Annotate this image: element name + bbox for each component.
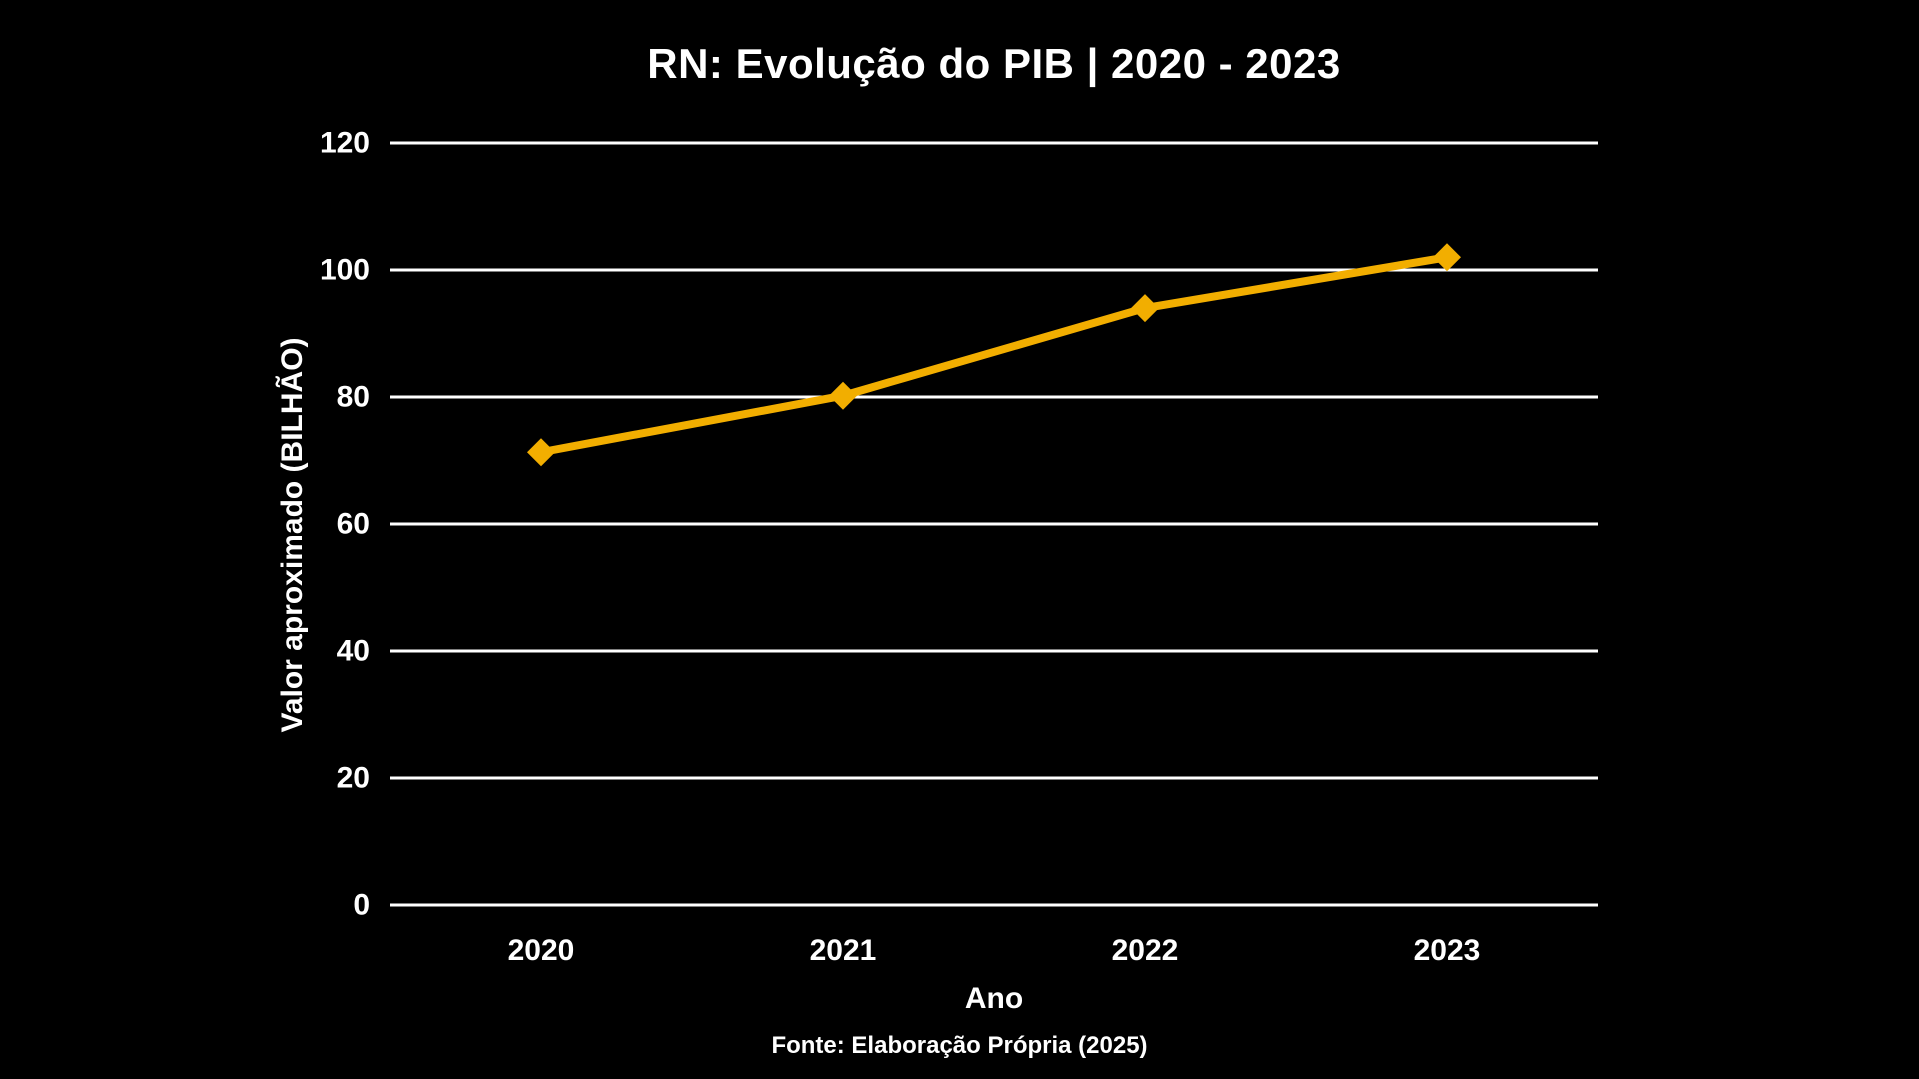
chart-title: RN: Evolução do PIB | 2020 - 2023: [647, 40, 1341, 87]
x-tick-label: 2021: [810, 934, 877, 967]
y-tick-label: 80: [337, 381, 370, 414]
data-point-marker: [1131, 294, 1159, 323]
data-point-marker: [527, 438, 555, 467]
data-point-marker: [829, 381, 857, 410]
y-tick-label: 0: [353, 889, 370, 922]
x-tick-label: 2020: [508, 934, 575, 967]
y-tick-label: 100: [320, 254, 370, 287]
source-note: Fonte: Elaboração Própria (2025): [771, 1032, 1148, 1059]
data-point-marker: [1433, 243, 1461, 272]
x-tick-label: 2022: [1112, 934, 1179, 967]
y-tick-label: 120: [320, 127, 370, 160]
y-tick-label: 40: [337, 635, 370, 668]
y-tick-label: 60: [337, 508, 370, 541]
x-axis-label: Ano: [964, 982, 1024, 1015]
x-tick-label: 2023: [1414, 934, 1481, 967]
y-tick-label: 20: [337, 762, 370, 795]
data-line: [540, 253, 1448, 457]
